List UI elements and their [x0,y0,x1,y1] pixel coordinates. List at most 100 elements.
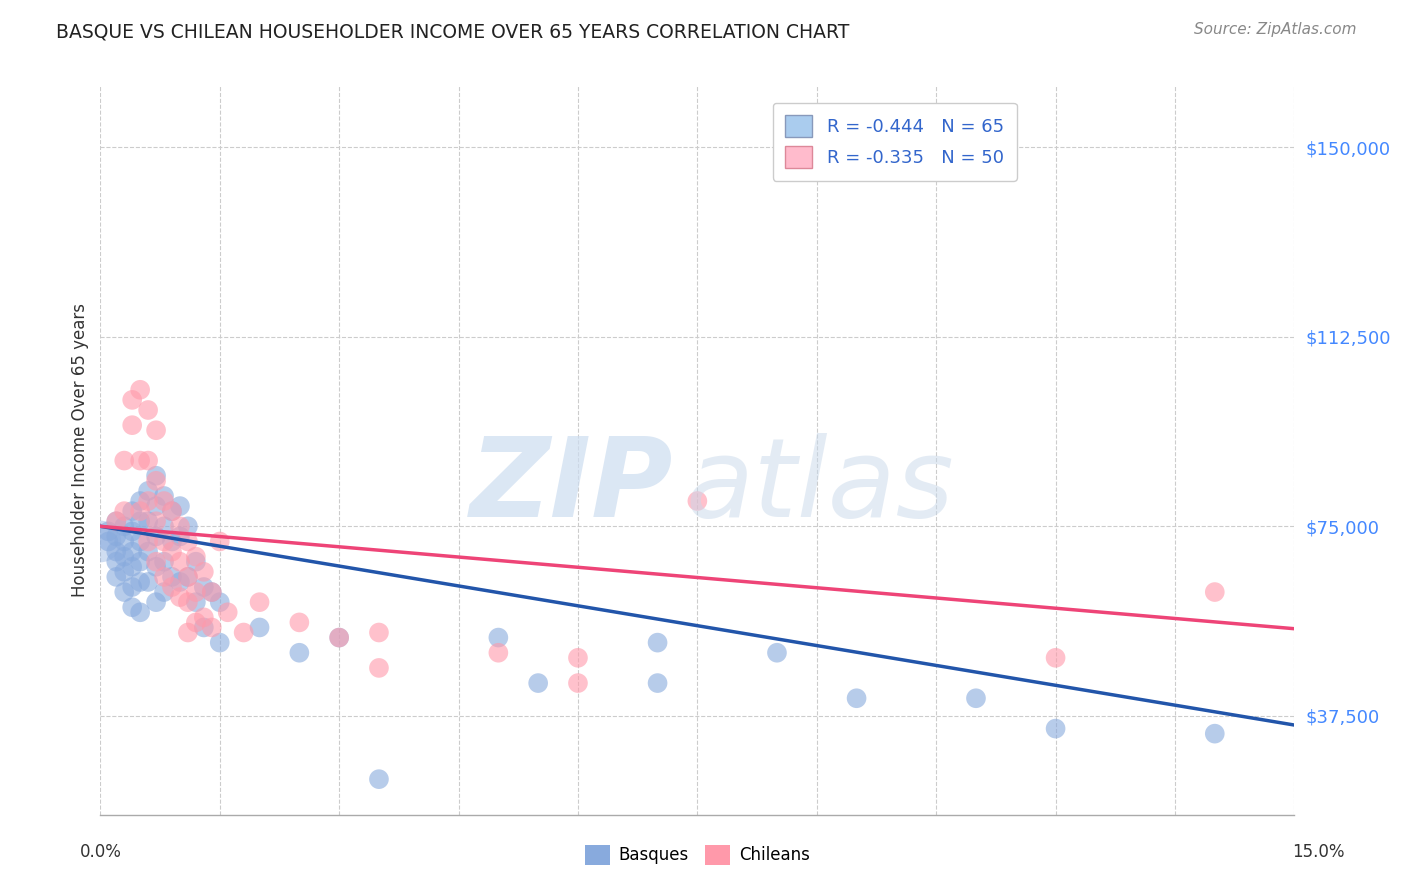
Point [208,595,231,609]
Point [686,494,709,508]
Point [112,519,135,533]
Point [169,555,191,569]
Point [486,631,509,645]
Point [136,483,159,498]
Point [153,534,176,549]
Point [201,585,224,599]
Point [145,555,167,569]
Point [153,555,176,569]
Point [177,625,200,640]
Point [169,519,191,533]
Point [97,524,120,539]
Point [177,570,200,584]
Point [112,534,135,549]
Point [288,646,311,660]
Point [1204,726,1226,740]
Point [527,676,550,690]
Text: 0.0%: 0.0% [80,843,122,861]
Point [112,585,135,599]
Point [136,514,159,528]
Point [145,423,167,437]
Point [145,595,167,609]
Point [160,580,183,594]
Point [184,615,207,630]
Text: Source: ZipAtlas.com: Source: ZipAtlas.com [1194,22,1357,37]
Point [328,631,350,645]
Point [129,555,152,569]
Point [153,585,176,599]
Point [112,504,135,518]
Point [184,549,207,564]
Legend: R = -0.444   N = 65, R = -0.335   N = 50: R = -0.444 N = 65, R = -0.335 N = 50 [773,103,1017,181]
Point [97,534,120,549]
Point [136,453,159,467]
Point [160,504,183,518]
Point [145,559,167,574]
Point [169,590,191,604]
Point [160,570,183,584]
Y-axis label: Householder Income Over 65 years: Householder Income Over 65 years [72,303,89,598]
Point [1045,722,1067,736]
Point [112,453,135,467]
Point [129,574,152,589]
Text: 15.0%: 15.0% [1292,843,1346,861]
Point [129,494,152,508]
Point [208,635,231,649]
Point [169,529,191,543]
Point [193,620,215,634]
Point [145,514,167,528]
Point [249,595,271,609]
Point [121,544,143,558]
Point [136,574,159,589]
Point [129,453,152,467]
Point [201,585,224,599]
Point [845,691,868,706]
Point [153,489,176,503]
Point [145,529,167,543]
Point [105,555,128,569]
Point [169,574,191,589]
Point [193,580,215,594]
Point [232,625,254,640]
Point [129,504,152,518]
Point [105,514,128,528]
Point [193,565,215,579]
Point [184,555,207,569]
Point [105,570,128,584]
Point [208,534,231,549]
Point [153,494,176,508]
Point [121,559,143,574]
Point [121,580,143,594]
Point [567,676,589,690]
Point [368,772,391,786]
Point [121,600,143,615]
Point [129,514,152,528]
Text: ZIP: ZIP [470,434,673,541]
Point [145,474,167,488]
Point [766,646,789,660]
Point [136,403,159,417]
Point [121,392,143,407]
Point [1204,585,1226,599]
Text: atlas: atlas [686,434,955,541]
Point [647,635,669,649]
Point [1045,650,1067,665]
Point [184,595,207,609]
Point [193,610,215,624]
Point [105,529,128,543]
Point [112,565,135,579]
Point [201,620,224,634]
Point [129,605,152,619]
Point [169,499,191,513]
Point [121,418,143,433]
Point [288,615,311,630]
Point [328,631,350,645]
Point [177,519,200,533]
Point [112,549,135,564]
Point [177,570,200,584]
Point [249,620,271,634]
Point [160,534,183,549]
Point [368,625,391,640]
Point [486,646,509,660]
Point [121,504,143,518]
